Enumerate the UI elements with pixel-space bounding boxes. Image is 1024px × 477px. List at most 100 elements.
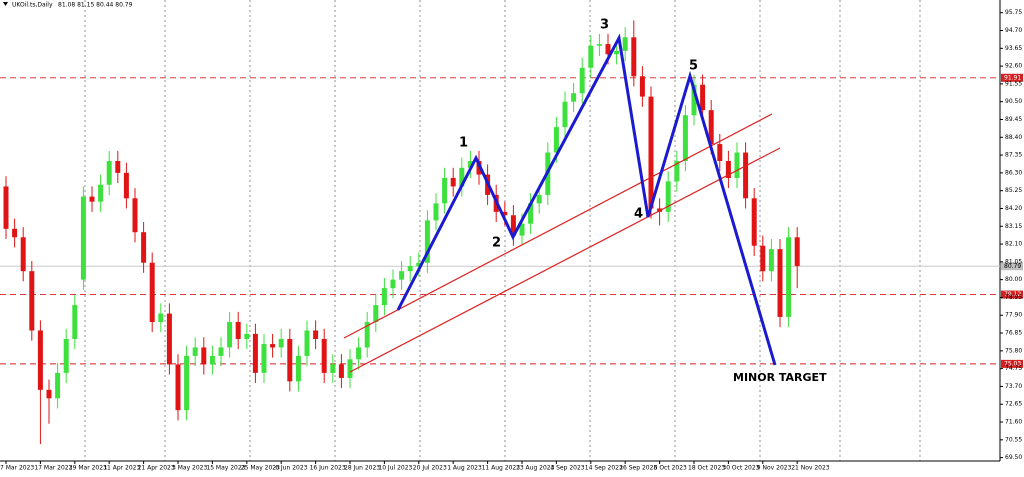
candle-body <box>786 237 792 317</box>
candle-body <box>390 279 396 289</box>
y-tick-label: 82.10 <box>1005 241 1022 248</box>
x-tick-label: 30 Oct 2023 <box>722 465 759 472</box>
y-tick-label: 84.20 <box>1005 205 1022 212</box>
x-tick-label: 18 Oct 2023 <box>688 465 725 472</box>
x-tick-label: 23 Aug 2023 <box>516 465 555 472</box>
candle-body <box>218 347 224 356</box>
candle-body <box>510 215 516 236</box>
candle-body <box>184 355 190 411</box>
candle-body <box>562 101 568 128</box>
x-tick-label: 26 Sep 2023 <box>619 465 657 472</box>
candle-body <box>579 67 585 94</box>
menu-arrow <box>3 2 8 6</box>
candle-body <box>416 262 422 267</box>
y-tick-label: 78.95 <box>1005 294 1022 301</box>
candle-body <box>682 115 688 162</box>
candle-body <box>734 152 740 178</box>
candle-body <box>304 330 310 356</box>
candle-body <box>37 330 43 390</box>
candle-body <box>381 288 387 306</box>
level-tag <box>1001 73 1023 82</box>
candle-body <box>166 313 172 365</box>
y-tick-label: 70.55 <box>1005 436 1022 443</box>
candle-body <box>209 355 215 365</box>
x-tick-label: 11 Aug 2023 <box>482 465 521 472</box>
level-tag <box>1001 359 1023 368</box>
wave-label: 5 <box>689 59 698 74</box>
x-tick-label: 25 May 2023 <box>241 465 280 472</box>
wave-path <box>396 33 777 366</box>
candle-body <box>141 232 147 263</box>
candle-body <box>175 364 181 411</box>
y-tick-label: 95.75 <box>1005 9 1022 16</box>
x-tick-label: 28 Jun 2023 <box>344 465 380 472</box>
candle-body <box>261 344 267 373</box>
candle-body <box>63 338 69 373</box>
candle-body <box>278 338 284 348</box>
x-tick-label: 11 Apr 2023 <box>103 465 140 472</box>
candle-body <box>760 245 766 272</box>
candle-body <box>115 161 121 173</box>
y-tick-label: 71.60 <box>1005 419 1022 426</box>
target-label: MINOR TARGET <box>733 371 827 384</box>
wave-label: 1 <box>459 136 468 151</box>
candle-body <box>295 355 301 382</box>
wave-label: 3 <box>600 18 609 33</box>
y-tick-label: 86.30 <box>1005 169 1022 176</box>
candle-body <box>98 184 104 202</box>
candle-body <box>80 196 86 280</box>
candle-body <box>338 364 344 378</box>
candle-body <box>528 203 534 224</box>
candle-body <box>106 161 112 185</box>
level-tag <box>1001 262 1023 271</box>
x-tick-label: 3 May 2023 <box>172 465 207 472</box>
candle-body <box>450 177 456 187</box>
candle-body <box>743 152 749 199</box>
y-tick-label: 89.45 <box>1005 116 1022 123</box>
level-label: 91.91 <box>1004 74 1021 81</box>
x-tick-label: 6 Jun 2023 <box>275 465 307 472</box>
candle-body <box>768 249 774 272</box>
candle-body <box>132 198 138 233</box>
x-tick-label: 21 Apr 2023 <box>138 465 175 472</box>
y-tick-label: 85.25 <box>1005 187 1022 194</box>
candle-body <box>227 322 233 348</box>
candle-body <box>596 44 602 46</box>
level-label: 79.12 <box>1004 291 1021 298</box>
period-separators <box>84 0 921 461</box>
x-tick-label: 1 Aug 2023 <box>447 465 482 472</box>
candle-body <box>424 220 430 263</box>
y-tick-label: 83.15 <box>1005 223 1022 230</box>
candle-body <box>399 271 405 280</box>
candle-body <box>72 305 78 339</box>
y-tick-label: 75.80 <box>1005 347 1022 354</box>
candle-body <box>700 84 706 111</box>
candle-body <box>459 167 465 187</box>
channel <box>343 113 781 373</box>
candle-body <box>794 237 800 267</box>
level-label: 80.79 <box>1004 263 1021 270</box>
candle-body <box>192 347 198 356</box>
candle-body <box>287 338 293 382</box>
candle-body <box>717 144 723 162</box>
symbol-title: UKOil.ts,Daily <box>12 2 53 9</box>
level-tag <box>1001 290 1023 299</box>
candle-body <box>433 203 439 221</box>
y-tick-label: 91.55 <box>1005 80 1022 87</box>
wave-label: 4 <box>634 207 643 222</box>
candle-body <box>244 333 250 339</box>
candle-body <box>20 237 26 272</box>
y-tick-label: 72.65 <box>1005 401 1022 408</box>
candle-body <box>364 322 370 348</box>
candle-body <box>588 45 594 68</box>
candle-body <box>347 359 353 378</box>
candle-body <box>665 181 671 212</box>
candle-body <box>691 84 697 116</box>
x-tick-label: 10 Jul 2023 <box>378 465 412 472</box>
candle-body <box>313 330 319 339</box>
levels: 91.91 80.79 79.12 75.03 <box>0 73 1023 368</box>
candle-body <box>571 93 577 102</box>
candle-body <box>407 266 413 272</box>
y-tick-label: 76.85 <box>1005 330 1022 337</box>
